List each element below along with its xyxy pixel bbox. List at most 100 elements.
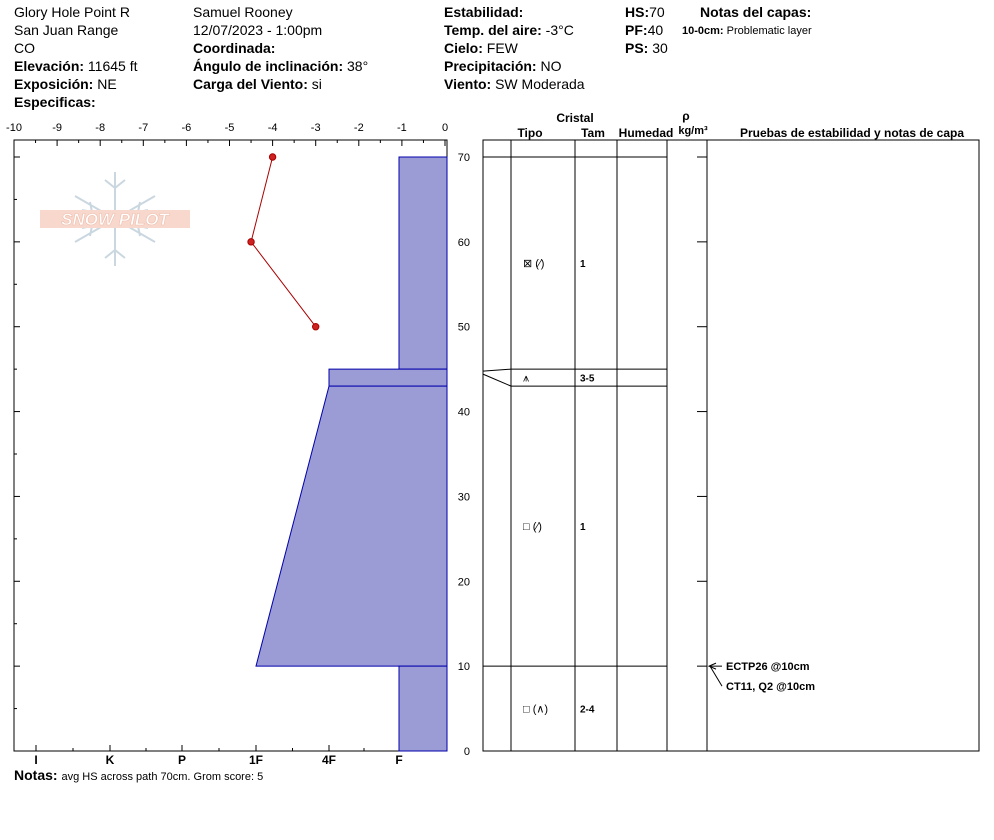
layer-table: Cristal Tipo Tam Humedad ρ kg/m³ Pruebas de es… [482, 109, 980, 752]
hardness-tick-label: 1F [249, 753, 263, 767]
temp-tick-label: -4 [268, 122, 278, 134]
specifics: Especificas: [14, 93, 96, 111]
depth-tick-label: 50 [458, 322, 470, 334]
temperature-point [247, 238, 255, 246]
slope-angle: Ángulo de inclinación: 38° [193, 57, 368, 75]
precipitation: Precipitación: NO [444, 57, 561, 75]
observation-datetime: 12/07/2023 - 1:00pm [193, 22, 323, 38]
temperature-axis: -10 -9 -8 -7 -6 -5 -4 -3 -2 -1 0 [6, 122, 448, 134]
hardness-layer [398, 665, 448, 752]
stability: Estabilidad: [444, 3, 523, 21]
depth-axis: 70 60 50 40 30 20 10 0 [458, 152, 470, 758]
crystal-type: □ (⁄) [523, 521, 542, 533]
hardness-layer [328, 368, 448, 387]
coordinates-label: Coordinada: [193, 40, 276, 56]
ps-value: 30 [652, 40, 668, 56]
crystal-type: □ (∧) [523, 704, 548, 716]
elevation-value: 11645 ft [87, 58, 138, 74]
stability-test-label: ECTP26 @10cm [726, 661, 810, 673]
snow-height-label: HS: [625, 4, 650, 20]
ps-field: PS: 30 [625, 39, 668, 57]
wind-loading-value: si [311, 76, 322, 92]
depth-tick-label: 20 [458, 576, 470, 588]
crystal-type: ⩚ [523, 373, 529, 385]
slope-angle-value: 38° [347, 58, 369, 74]
header-tests: Pruebas de estabilidad y notas de capa [740, 126, 964, 140]
crystal-size: 1 [580, 522, 586, 533]
aspect: Exposición: NE [14, 75, 117, 93]
location-name: Glory Hole Point R [14, 4, 130, 20]
layer-note-depth: 10-0cm: [682, 25, 724, 37]
snow-height-value: 70 [649, 4, 665, 20]
temp-tick-label: -9 [52, 122, 62, 134]
header-cristal: Cristal [556, 111, 593, 125]
stability-test-arrow [709, 665, 723, 687]
depth-tick-label: 40 [458, 407, 470, 419]
notes-label: Notas: [14, 767, 58, 783]
crystal-size: 1 [580, 259, 586, 270]
wind-label: Viento: [444, 76, 492, 92]
hardness-layer [398, 156, 448, 370]
coordinates: Coordinada: [193, 39, 275, 57]
precipitation-label: Precipitación: [444, 58, 537, 74]
hardness-tick-label: K [106, 753, 115, 767]
stability-label: Estabilidad: [444, 4, 524, 20]
temp-tick-label: -1 [397, 122, 407, 134]
wind: Viento: SW Moderada [444, 75, 585, 93]
elevation-label: Elevación: [14, 58, 85, 74]
snowpilot-logo: SNOW PILOT [40, 172, 190, 266]
elevation: Elevación: 11645 ft [14, 57, 137, 75]
notes-text: avg HS across path 70cm. Grom score: 5 [61, 771, 264, 783]
temp-tick-label: -8 [95, 122, 105, 134]
hardness-tick-label: 4F [322, 753, 336, 767]
sky-cover: Cielo: FEW [444, 39, 518, 57]
temp-tick-label: -7 [138, 122, 148, 134]
layer-notes: Notas del capas: [700, 3, 811, 21]
temp-tick-label: -5 [225, 122, 235, 134]
crystal-type: ⊠ (⁄) [523, 258, 544, 270]
header-density-symbol: ρ [682, 109, 689, 123]
crystal-size: 2-4 [580, 705, 595, 716]
layer-note-text: Problematic layer [726, 25, 812, 37]
wind-value: SW Moderada [495, 76, 585, 92]
hardness-axis: I K P 1F 4F F [34, 753, 402, 767]
header-humedad: Humedad [619, 126, 674, 140]
crystal-size: 3-5 [580, 374, 595, 385]
temp-tick-label: -3 [311, 122, 321, 134]
depth-tick-label: 30 [458, 491, 470, 503]
air-temperature: Temp. del aire: -3°C [444, 21, 574, 39]
wind-loading-label: Carga del Viento: [193, 76, 308, 92]
temp-tick-label: -2 [354, 122, 364, 134]
snow-height: HS:70 [625, 3, 665, 21]
hardness-layer [255, 385, 448, 667]
depth-tick-label: 10 [458, 661, 470, 673]
aspect-label: Exposición: [14, 76, 94, 92]
temperature-point [268, 153, 277, 161]
ps-label: PS: [625, 40, 649, 56]
notes: Notas: avg HS across path 70cm. Grom sco… [14, 766, 263, 786]
hardness-tick-label: P [178, 753, 186, 767]
pit-depth-label: PF: [625, 22, 648, 38]
layer-connector [482, 368, 512, 372]
air-temperature-label: Temp. del aire: [444, 22, 542, 38]
layer-connector [482, 373, 512, 387]
mountain-range: San Juan Range [14, 22, 119, 38]
hardness-profile [255, 156, 448, 752]
precipitation-value: NO [540, 58, 562, 74]
aspect-value: NE [97, 76, 117, 92]
header-tipo: Tipo [517, 126, 542, 140]
layer-note: 10-0cm: Problematic layer [682, 22, 812, 40]
depth-tick-label: 60 [458, 237, 470, 249]
state: CO [14, 40, 35, 56]
temp-tick-label: -6 [182, 122, 192, 134]
header-density-unit: kg/m³ [678, 125, 708, 137]
air-temperature-value: -3°C [545, 22, 574, 38]
observer-name: Samuel Rooney [193, 4, 293, 20]
sky-cover-value: FEW [486, 40, 518, 56]
pit-depth-value: 40 [647, 22, 664, 38]
temperature-line [250, 156, 317, 328]
temp-tick-label: 0 [442, 122, 448, 134]
temperature-point [312, 323, 320, 331]
layer-notes-label: Notas del capas: [700, 4, 812, 20]
